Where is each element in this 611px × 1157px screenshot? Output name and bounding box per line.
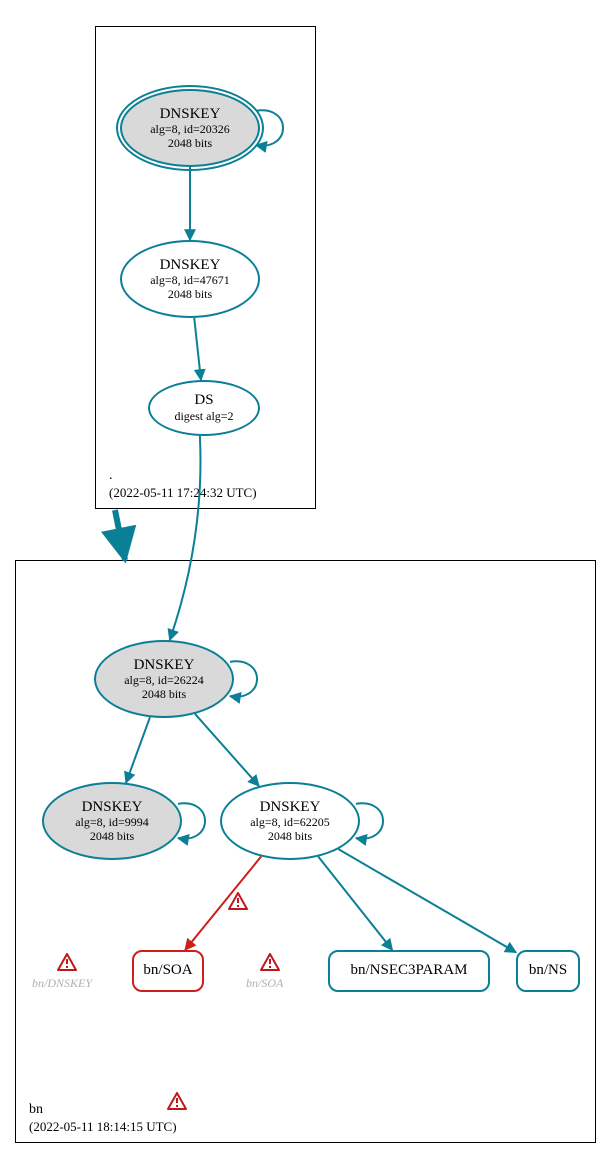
zone-root-label: . (2022-05-11 17:24:32 UTC) [109,467,257,502]
zone-bn-label: bn (2022-05-11 18:14:15 UTC) [29,1101,177,1136]
node-bn_nsec3: bn/NSEC3PARAM [328,950,490,992]
zone-root-name: . [109,467,257,485]
node-ds_root: DSdigest alg=2 [148,380,260,436]
node-dnskey_root_ksk: DNSKEYalg=8, id=203262048 bits [120,89,260,167]
faded-bn-soa: bn/SOA [246,976,283,991]
node-dnskey_bn_62205-title: DNSKEY [260,799,321,816]
node-dnskey_root_ksk-sub2: 2048 bits [168,137,212,151]
node-bn_nsec3-title: bn/NSEC3PARAM [351,962,468,979]
node-dnskey_bn_9994-sub2: 2048 bits [90,830,134,844]
node-dnskey_bn_ksk: DNSKEYalg=8, id=262242048 bits [94,640,234,718]
node-bn_ns: bn/NS [516,950,580,992]
node-dnskey_root_ksk-title: DNSKEY [160,106,221,123]
node-dnskey_root_zsk-sub2: 2048 bits [168,288,212,302]
node-dnskey_bn_9994-sub1: alg=8, id=9994 [75,816,149,830]
node-dnskey_root_zsk-sub1: alg=8, id=47671 [150,274,230,288]
node-ds_root-title: DS [194,392,213,409]
node-dnskey_root_zsk: DNSKEYalg=8, id=476712048 bits [120,240,260,318]
node-dnskey_root_zsk-title: DNSKEY [160,257,221,274]
node-dnskey_bn_ksk-title: DNSKEY [134,657,195,674]
node-dnskey_bn_62205: DNSKEYalg=8, id=622052048 bits [220,782,360,860]
node-dnskey_bn_62205-sub1: alg=8, id=62205 [250,816,330,830]
zone-root-ts: (2022-05-11 17:24:32 UTC) [109,485,257,502]
zone-link-arrow [115,510,125,560]
faded-bn-dnskey: bn/DNSKEY [32,976,92,991]
zone-bn-ts: (2022-05-11 18:14:15 UTC) [29,1119,177,1136]
node-dnskey_bn_62205-sub2: 2048 bits [268,830,312,844]
zone-bn-name: bn [29,1101,177,1119]
node-dnskey_bn_9994: DNSKEYalg=8, id=99942048 bits [42,782,182,860]
node-ds_root-sub1: digest alg=2 [174,410,233,424]
node-bn_ns-title: bn/NS [529,962,567,979]
node-dnskey_bn_ksk-sub1: alg=8, id=26224 [124,674,204,688]
node-dnskey_root_ksk-sub1: alg=8, id=20326 [150,123,230,137]
node-dnskey_bn_9994-title: DNSKEY [82,799,143,816]
node-bn_soa-title: bn/SOA [143,962,192,979]
node-bn_soa: bn/SOA [132,950,204,992]
node-dnskey_bn_ksk-sub2: 2048 bits [142,688,186,702]
